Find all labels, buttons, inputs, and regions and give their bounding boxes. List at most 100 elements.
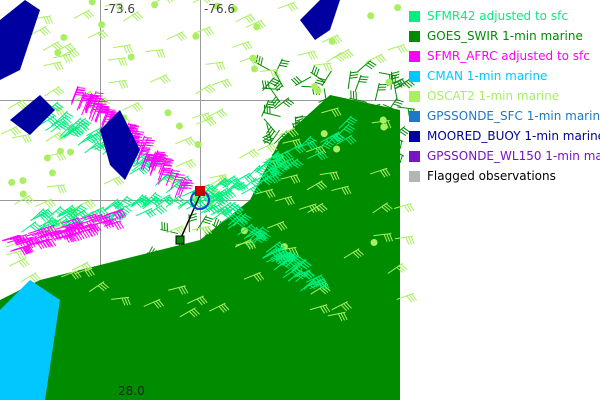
legend-item[interactable]: MOORED_BUOY 1-min marine [409, 126, 600, 146]
oscat2-barb [340, 312, 346, 321]
legend-item[interactable]: Flagged observations [409, 166, 600, 186]
goes-swir-barb [347, 385, 354, 393]
oscat2-barb [83, 12, 90, 20]
goes-swir-barb [345, 350, 353, 368]
goes-swir-barb [346, 150, 350, 159]
goes-swir-barb [342, 247, 359, 259]
oscat2-barb [118, 176, 125, 184]
oscat2-barb [205, 28, 212, 36]
sfmr-afrc-barb [130, 125, 140, 128]
legend-item[interactable]: GPSSONDE_WL150 1-min marine [409, 146, 600, 166]
goes-swir-barb [170, 385, 189, 391]
legend-item[interactable]: OSCAT2 1-min marine [409, 86, 600, 106]
goes-swir-barb [305, 316, 324, 321]
sfmr42-barb [58, 124, 67, 131]
sfmr-afrc-barb [148, 154, 156, 172]
goes-swir-barb [225, 327, 229, 336]
goes-swir-barb [287, 98, 295, 104]
goes-swir-barb [314, 81, 323, 86]
oscat2-barb [104, 2, 123, 7]
legend-item[interactable]: GPSSONDE_SFC 1-min marine [409, 106, 600, 126]
oscat2-barb [218, 306, 225, 313]
goes-swir-barb [391, 76, 400, 80]
sfmr42-barb [150, 196, 159, 202]
goes-swir-barb [139, 309, 145, 318]
goes-swir-barb [297, 351, 305, 357]
oscat2-barb [176, 34, 183, 42]
goes-swir-barb [343, 319, 360, 329]
goes-swir-barb [377, 308, 396, 312]
goes-swir-barb [321, 239, 330, 244]
goes-swir-barb [166, 339, 175, 343]
sfmr42-barb [260, 173, 277, 182]
legend-item[interactable]: SFMR_AFRC adjusted to sfc [409, 46, 600, 66]
oscat2-barb [409, 203, 415, 211]
sfmr42-barb [277, 252, 292, 265]
goes-swir-barb [261, 99, 270, 117]
legend-label: GPSSONDE_WL150 1-min marine [427, 149, 600, 163]
goes-swir-barb [222, 272, 231, 276]
legend-item[interactable]: CMAN 1-min marine [409, 66, 600, 86]
goes-swir-barb [381, 229, 390, 232]
legend-label: OSCAT2 1-min marine [427, 89, 560, 103]
goes-swir-barb [155, 334, 164, 336]
legend-item[interactable]: GOES_SWIR 1-min marine [409, 26, 600, 46]
sfmr42-barb [334, 134, 341, 142]
sfmr42-barb [293, 265, 301, 272]
sfmr-afrc-barb [121, 209, 127, 217]
sfmr42-barb [205, 190, 221, 202]
sfmr42-barb [272, 175, 279, 183]
sfmr42-barb [284, 255, 292, 262]
oscat2-barb [399, 45, 406, 53]
goes-swir-barb [372, 277, 375, 286]
goes-swir-barb [184, 369, 190, 378]
oscat2-barb [271, 143, 278, 151]
goes-swir-barb [156, 287, 162, 296]
goes-swir-barb [309, 132, 313, 142]
goes-swir-barb [323, 350, 331, 356]
oscat2-barb [253, 274, 260, 282]
sfmr42-barb [252, 187, 260, 194]
goes-swir-barb [188, 329, 196, 336]
sfmr42-barb [90, 137, 97, 145]
goes-swir-barb [378, 355, 387, 359]
oscat2-barb [247, 41, 253, 49]
goes-swir-barb [387, 309, 392, 318]
sfmr42-barb [229, 206, 237, 212]
goes-swir-barb [250, 317, 259, 321]
oscat2-station-dot [380, 123, 388, 131]
goes-swir-barb [320, 351, 323, 360]
oscat2-barb [156, 50, 160, 59]
sfmr42-barb [59, 123, 74, 137]
sfmr-afrc-barb [41, 240, 48, 248]
goes-swir-barb [256, 300, 263, 307]
sfmr42-barb [287, 252, 294, 260]
goes-swir-barb [333, 125, 349, 137]
goes-swir-barb [362, 273, 370, 279]
oscat2-barb [332, 172, 337, 181]
sfmr-afrc-barb [140, 152, 148, 170]
oscat2-barb [47, 200, 54, 208]
oscat2-barb [73, 271, 80, 279]
goes-swir-barb [205, 229, 223, 237]
sfmr-afrc-barb [28, 244, 34, 253]
legend-label: CMAN 1-min marine [427, 69, 548, 83]
sfmr42-barb [262, 247, 278, 259]
sfmr42-barb [220, 198, 228, 203]
sfmr42-barb [323, 281, 330, 289]
sfmr-afrc-barb [74, 233, 80, 241]
sfmr42-barb [332, 135, 339, 143]
legend-item[interactable]: SFMR42 adjusted to sfc [409, 6, 600, 26]
sfmr42-barb [346, 120, 354, 126]
goes-swir-barb [177, 394, 186, 399]
oscat2-barb [284, 198, 290, 206]
goes-swir-barb [189, 218, 197, 222]
oscat2-barb [45, 201, 51, 209]
oscat2-barb [290, 176, 296, 184]
goes-swir-barb [247, 250, 252, 258]
goes-swir-barb [328, 266, 337, 270]
oscat2-barb [22, 135, 27, 144]
sfmr42-barb [30, 208, 45, 222]
goes-swir-barb [262, 376, 270, 381]
